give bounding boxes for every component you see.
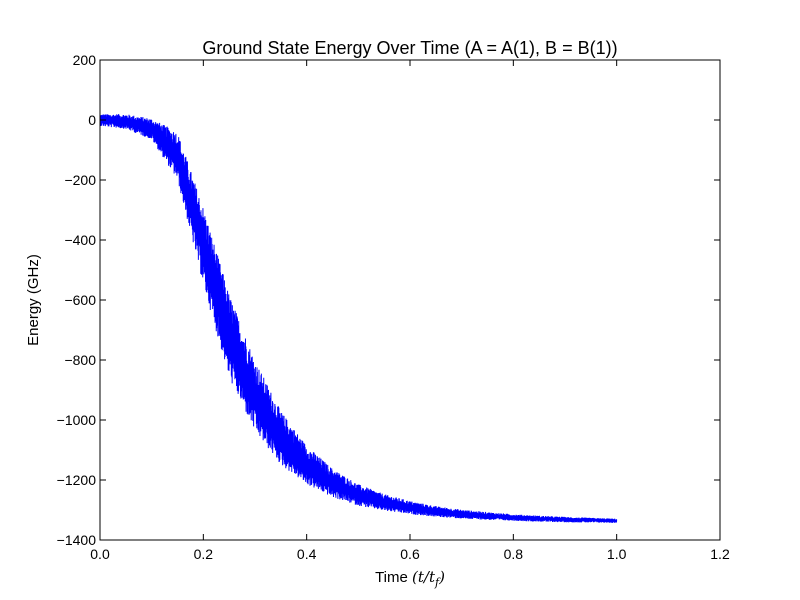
x-tick-label: 0.0 [90,546,110,562]
x-tick-label: 0.8 [504,546,524,562]
y-tick-label: −1000 [57,412,97,428]
x-axis-ticks: 0.0 0.2 0.4 0.6 0.8 1.0 1.2 [90,60,730,562]
y-tick-label: −800 [64,352,96,368]
y-axis-ticks: 200 0 −200 −400 −600 −800 −1000 −1200 −1400 [57,52,720,548]
x-tick-label: 0.2 [194,546,214,562]
plot-area [99,59,721,541]
x-axis-label: Time (t/tf) [375,568,445,589]
y-axis-label: Energy (GHz) [25,254,42,346]
y-tick-label: −1200 [57,472,97,488]
y-tick-label: −400 [64,232,96,248]
x-tick-label: 0.4 [297,546,317,562]
plot-frame [99,59,721,541]
x-axis-label-text: Time [375,569,408,586]
y-tick-label: 200 [73,52,97,68]
y-tick-label: −200 [64,172,96,188]
x-axis-label-subscript: f [434,576,441,589]
x-tick-label: 1.0 [607,546,627,562]
y-tick-label: 0 [88,112,96,128]
series-line [99,114,618,523]
y-tick-label: −600 [64,292,96,308]
x-tick-label: 1.2 [710,546,730,562]
x-axis-label-math: (t/t [412,568,436,586]
chart-title: Ground State Energy Over Time (A = A(1),… [202,38,617,58]
series-layer [99,114,618,523]
y-tick-label: −1400 [57,532,97,548]
x-axis-label-math-close: ) [438,568,445,586]
x-tick-label: 0.6 [400,546,420,562]
